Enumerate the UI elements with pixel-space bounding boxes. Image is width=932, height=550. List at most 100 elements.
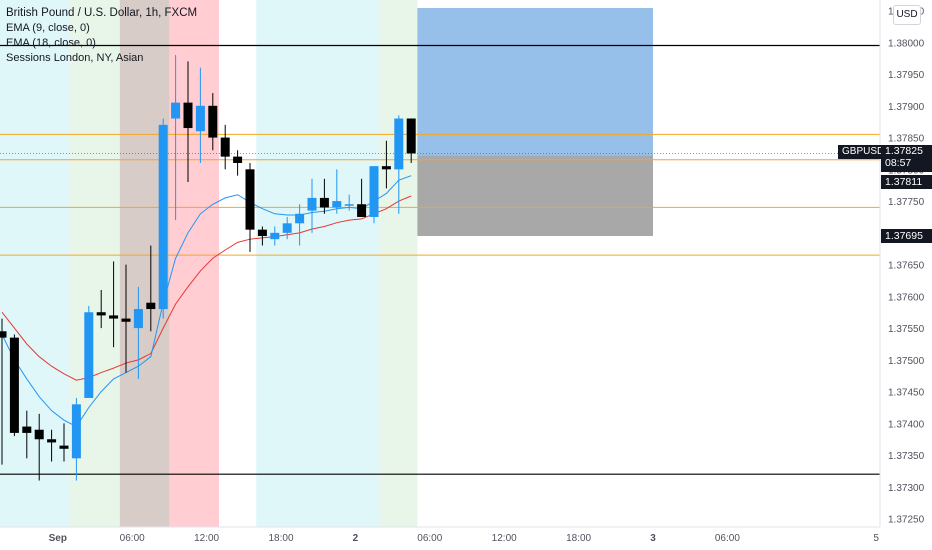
candle [295,204,305,246]
price-tick-label: 1.37950 [888,70,925,81]
candle [109,261,119,348]
candle [257,226,267,246]
price-tick-label: 1.37850 [888,134,925,145]
time-axis[interactable]: Sep 06:00 12:00 18:00 2 06:00 12:00 18:00 3 06:00… [0,526,932,550]
price-tick-label: 1.37550 [888,324,925,335]
horizontal-levels[interactable] [0,44,880,475]
long-position-tool[interactable] [417,8,653,237]
candle-body [220,137,230,157]
time-tick-label: 12:00 [194,533,219,544]
candle [183,61,193,183]
candle-body [22,426,32,433]
candle-body [195,105,205,132]
candle-body [47,439,57,443]
bar-countdown: 08:57 [885,157,912,169]
candle-body [0,331,7,338]
time-tick-label: 2 [353,533,359,544]
time-tick-label: 18:00 [268,533,293,544]
candle [208,93,218,151]
candle-body [59,445,69,449]
candle [71,397,81,481]
candle [245,162,255,252]
candle [307,178,317,233]
candle [319,178,329,214]
price-tick-label: 1.37400 [888,419,925,430]
candle-body [121,318,131,322]
candle-body [307,197,317,211]
candle-body [332,201,342,208]
candle-body [34,429,44,440]
candle-body [245,169,255,230]
candle-body [9,337,19,433]
candle [394,115,404,214]
candle [381,140,391,189]
ema9-label[interactable]: EMA (9, close, 0) [6,22,90,34]
candle-body [233,156,243,163]
candle-body [84,312,94,398]
time-tick-label: 3 [650,533,656,544]
candle [171,55,181,221]
price-tick-label: 1.38000 [888,38,925,49]
ema9-line [1,175,412,428]
chart-legend: British Pound / U.S. Dollar, 1h, FXCM EM… [6,6,197,66]
price-tick-label: 1.37650 [888,261,925,272]
candle [133,286,143,379]
candle-body [282,223,292,233]
target-zone [417,8,653,156]
candle [34,413,44,481]
session-band [256,0,381,527]
candle-body [171,102,181,119]
time-axis-bg [0,527,932,550]
candle-body [109,315,119,319]
sessions-label[interactable]: Sessions London, NY, Asian [6,52,144,64]
candle-body [146,302,156,310]
candle [270,226,280,246]
candle-body [381,166,391,170]
candle [220,124,230,170]
candle [158,118,168,319]
time-tick-label: Sep [49,533,67,544]
candle-body [344,204,354,206]
candle-body [158,124,168,310]
ema-lines [1,175,412,428]
time-tick-label: 06:00 [120,533,145,544]
price-tick-label: 1.37250 [888,515,925,526]
candle-body [406,118,416,154]
price-tick-label: 1.37500 [888,356,925,367]
time-tick-label: 06:00 [417,533,442,544]
marker-price-tag: 1.37811 [881,175,932,189]
symbol-title[interactable]: British Pound / U.S. Dollar, 1h, FXCM [6,7,198,19]
candle-body [270,232,280,240]
candle-body [257,229,267,237]
candle [59,423,69,462]
price-axis[interactable]: 1.37250 1.37300 1.37350 1.37400 1.37450 1.375… [879,0,932,550]
candle [84,305,94,398]
candle [344,194,354,211]
candle [121,264,131,373]
candle [146,245,156,332]
candles [0,55,416,481]
price-tick-label: 1.37750 [888,197,925,208]
candle [406,118,416,163]
stop-price-tag: 1.37695 [881,229,932,243]
price-tick-label: 1.37900 [888,102,925,113]
candle [332,169,342,214]
currency-button[interactable]: USD [893,5,921,25]
price-axis-bg [880,0,932,550]
candle [357,178,367,217]
candle [282,216,292,240]
stop-zone [417,155,653,237]
candle-body [369,166,379,217]
price-tick-label: 1.37600 [888,292,925,303]
candle-body [183,102,193,129]
candle-body [394,118,404,170]
candle-body [295,213,305,224]
price-tick-label: 1.37300 [888,483,925,494]
time-tick-label: 12:00 [492,533,517,544]
candle-body [133,309,143,329]
price-tick-label: 1.37450 [888,388,925,399]
ema18-label[interactable]: EMA (18, close, 0) [6,37,96,49]
session-band [380,0,418,527]
symbol-tag: GBPUSD [838,145,889,159]
